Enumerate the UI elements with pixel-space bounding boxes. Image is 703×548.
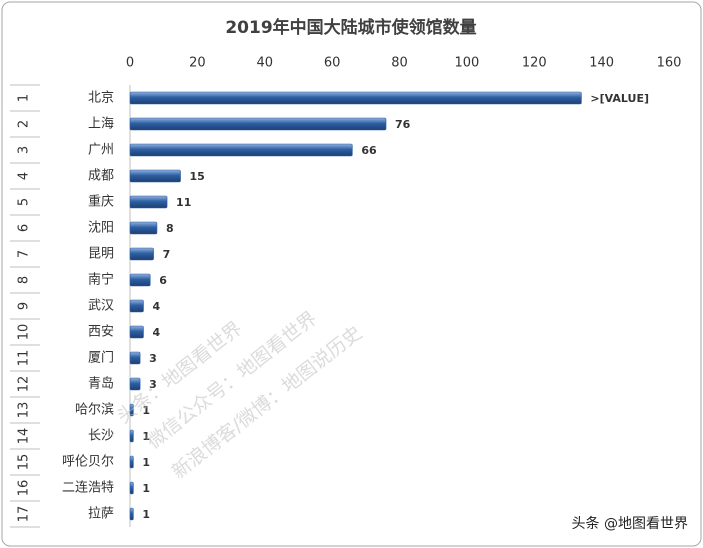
rank-label: 2	[17, 120, 32, 128]
rank-label: 16	[17, 480, 32, 497]
rank-label: 17	[17, 506, 32, 523]
value-label: 11	[176, 196, 191, 209]
y-tick-label: 拉萨	[88, 507, 114, 522]
y-tick-label: 重庆	[88, 194, 114, 210]
bar	[129, 351, 141, 365]
source-label: 头条 @地图看世界	[572, 515, 688, 532]
y-tick-label: 西安	[88, 325, 114, 340]
value-label: 15	[190, 170, 205, 183]
value-label: 66	[361, 144, 377, 157]
x-tick-label: 140	[589, 56, 614, 71]
bar	[129, 403, 134, 417]
rank-label: 5	[17, 198, 32, 206]
y-tick-label: 沈阳	[88, 221, 114, 236]
y-tick-label: 长沙	[88, 429, 114, 444]
value-label: 1	[142, 508, 150, 521]
value-label: 3	[149, 352, 157, 365]
rank-label: 13	[17, 402, 32, 419]
value-label: 6	[159, 274, 167, 287]
x-tick-label: 120	[522, 56, 547, 71]
rank-label: 15	[17, 454, 32, 471]
y-tick-label: 青岛	[88, 376, 114, 392]
y-tick-label: 成都	[88, 169, 114, 184]
x-tick-label: 80	[391, 56, 408, 71]
y-tick-label: 武汉	[88, 299, 114, 314]
y-tick-label: 呼伦贝尔	[62, 455, 114, 470]
rank-label: 7	[17, 250, 32, 258]
bar	[129, 325, 144, 339]
rank-label: 3	[17, 146, 32, 154]
bar	[129, 195, 168, 209]
value-label: 1	[142, 482, 150, 495]
bar	[129, 507, 134, 521]
rank-label: 11	[17, 350, 32, 367]
rank-label: 4	[17, 172, 32, 180]
value-label: 76	[395, 118, 411, 131]
bar	[129, 377, 141, 391]
value-label: 4	[152, 326, 160, 339]
bar	[129, 117, 387, 131]
bar	[129, 455, 134, 469]
rank-label: 10	[17, 324, 32, 341]
x-tick-label: 100	[454, 56, 479, 71]
rank-label: 14	[17, 428, 32, 445]
x-tick-label: 20	[189, 56, 206, 71]
rank-label: 1	[17, 94, 32, 102]
bar	[129, 169, 181, 183]
bar	[129, 221, 158, 235]
bar	[129, 143, 353, 157]
value-label: 8	[166, 222, 174, 235]
bar	[129, 247, 154, 261]
value-label: 1	[142, 456, 150, 469]
y-tick-label: 二连浩特	[62, 480, 114, 496]
bar	[129, 481, 134, 495]
x-tick-label: 160	[657, 56, 682, 71]
bar	[129, 273, 151, 287]
value-label: 7	[163, 248, 171, 261]
y-tick-label: 昆明	[88, 247, 114, 262]
bar	[129, 299, 144, 313]
rank-label: 9	[17, 302, 32, 310]
y-tick-label: 哈尔滨	[75, 402, 114, 418]
rank-label: 8	[17, 276, 32, 284]
rank-label: 6	[17, 224, 32, 232]
y-tick-label: 北京	[88, 91, 114, 106]
x-tick-label: 0	[126, 56, 134, 71]
bar	[129, 91, 582, 105]
y-tick-label: 广州	[88, 143, 114, 158]
bar	[129, 429, 134, 443]
y-tick-label: 南宁	[88, 272, 114, 288]
y-tick-label: 厦门	[88, 351, 114, 366]
value-label: >[VALUE]	[590, 92, 649, 105]
chart-title: 2019年中国大陆城市使领馆数量	[225, 17, 476, 38]
x-tick-label: 60	[324, 56, 341, 71]
rank-label: 12	[17, 376, 32, 393]
x-tick-label: 40	[256, 56, 273, 71]
value-label: 4	[152, 300, 160, 313]
value-label: 1	[142, 404, 150, 417]
value-label: 3	[149, 378, 157, 391]
value-label: 1	[142, 430, 150, 443]
y-tick-label: 上海	[88, 117, 114, 132]
